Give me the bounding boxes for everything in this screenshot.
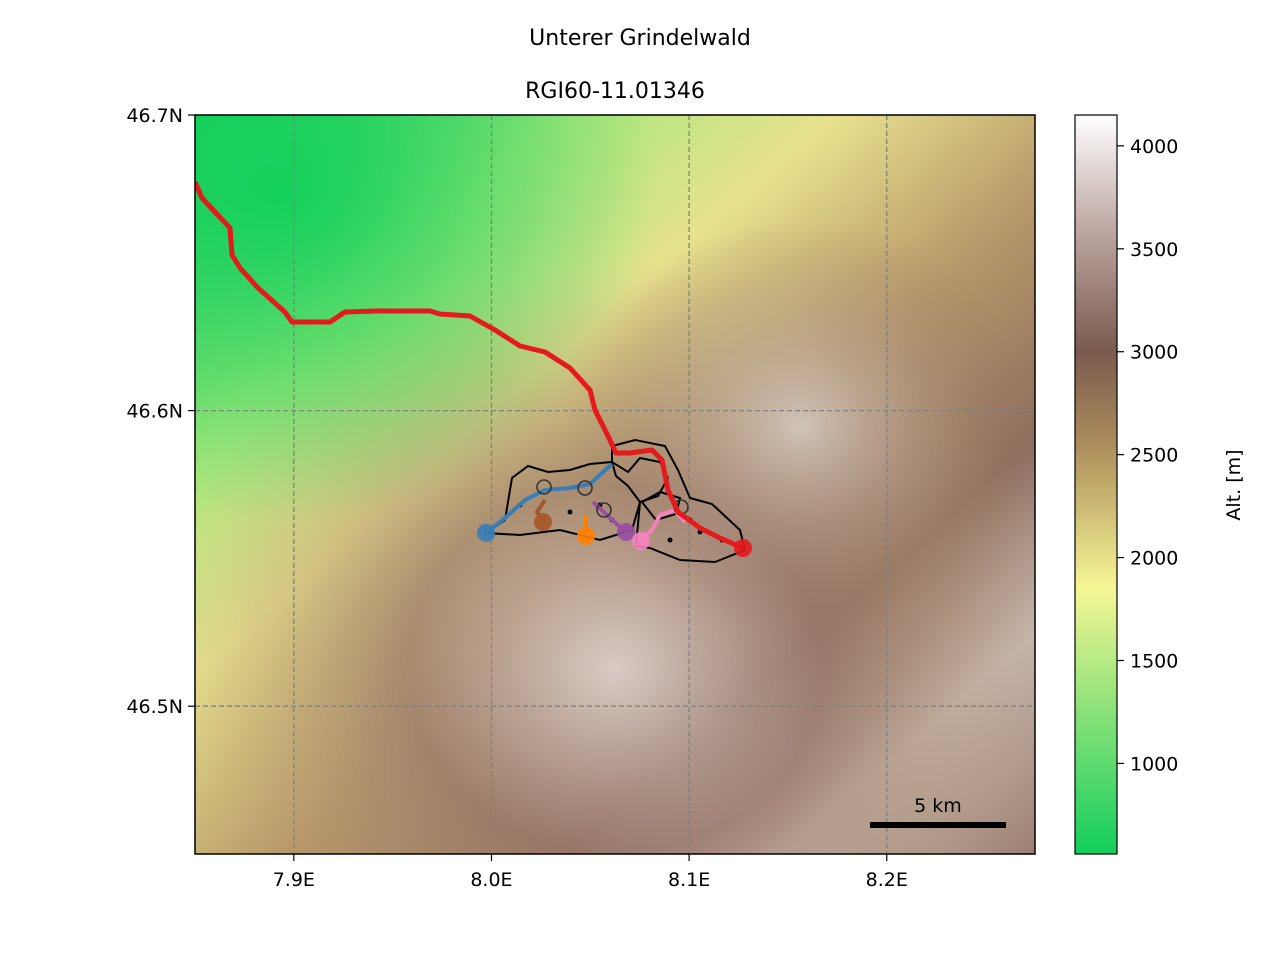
x-tick-label: 8.2E — [866, 869, 908, 891]
figure-title: Unterer Grindelwald — [529, 26, 751, 51]
figure-subtitle: RGI60-11.01346 — [525, 79, 705, 104]
flowline-blue-terminus — [477, 524, 495, 542]
map-frame — [194, 114, 1036, 855]
y-tick-label: 46.7N — [126, 105, 183, 127]
colorbar-tick-label: 4000 — [1130, 136, 1178, 158]
colorbar — [1074, 114, 1118, 855]
colorbar-tick-label: 2500 — [1130, 445, 1178, 467]
colorbar-tick-label: 1000 — [1130, 753, 1178, 775]
y-tick-label: 46.5N — [126, 696, 183, 718]
scale-bar-label: 5 km — [914, 795, 962, 817]
main-flowline-terminus — [734, 539, 752, 557]
y-axis-ticks: 46.7N 46.6N 46.5N — [126, 105, 195, 718]
nunatak — [667, 537, 673, 543]
confluence-marker — [536, 479, 552, 495]
flowline-purple-terminus — [617, 523, 635, 541]
colorbar-ticks: 1000 1500 2000 2500 3000 3500 4000 — [1117, 136, 1178, 775]
confluence-marker — [577, 480, 593, 496]
nunatak — [567, 509, 573, 515]
colorbar-tick-label: 1500 — [1130, 651, 1178, 673]
x-tick-label: 7.9E — [273, 869, 315, 891]
topography-ridge — [195, 115, 1035, 854]
map-panel: 5 km — [195, 115, 1035, 854]
colorbar-tick-label: 3000 — [1130, 342, 1178, 364]
flowline-brown-terminus — [534, 513, 552, 531]
x-axis-ticks: 7.9E 8.0E 8.1E 8.2E — [273, 854, 908, 891]
map-gridlines — [195, 115, 1035, 854]
flowline-orange-terminus — [577, 527, 595, 545]
x-tick-label: 8.0E — [470, 869, 512, 891]
x-tick-label: 8.1E — [668, 869, 710, 891]
colorbar-tick-label: 3500 — [1130, 239, 1178, 261]
main-flowline — [195, 180, 744, 551]
confluence-marker — [596, 502, 612, 518]
colorbar-label: Alt. [m] — [1223, 449, 1245, 520]
flowline-pink-terminus — [632, 532, 650, 550]
y-tick-label: 46.6N — [126, 401, 183, 423]
colorbar-tick-label: 2000 — [1130, 548, 1178, 570]
